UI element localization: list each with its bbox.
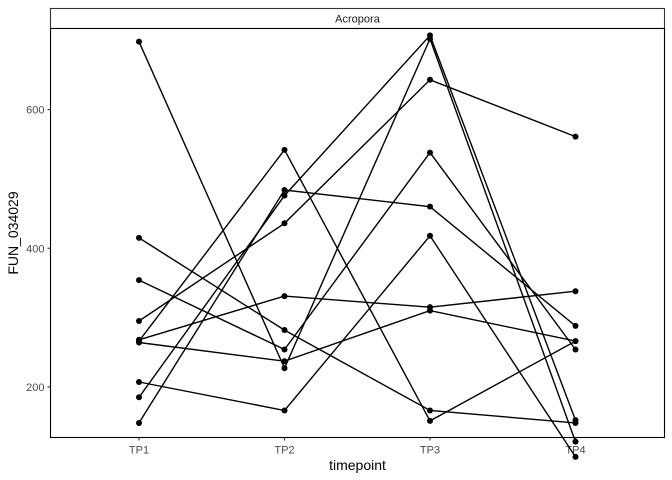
facet-label: Acropora [335, 14, 381, 26]
x-tick-label-3: TP4 [565, 445, 585, 457]
data-point-2-1 [281, 346, 288, 353]
data-point-0-3 [572, 438, 579, 445]
data-point-6-1 [281, 358, 288, 365]
data-point-5-2 [427, 417, 433, 424]
data-point-8-1 [281, 192, 288, 199]
data-point-7-3 [572, 453, 579, 460]
y-axis-ticks: 200 400 600 [26, 105, 51, 394]
series-line-4 [138, 290, 576, 341]
x-tick-label-1: TP2 [274, 445, 294, 457]
series-lines [138, 34, 577, 458]
series-line-3 [138, 78, 576, 322]
x-axis-ticks: TP1 TP2 TP3 TP4 [129, 437, 586, 457]
series-line-2 [138, 151, 577, 351]
series-line-8 [138, 34, 577, 421]
data-point-6-0 [136, 339, 142, 346]
data-point-0-1 [281, 365, 288, 372]
series-line-5 [138, 148, 576, 422]
y-axis-title: FUN_034029 [5, 191, 21, 274]
data-point-3-0 [136, 318, 142, 325]
data-point-9-0 [136, 419, 142, 426]
x-tick-label-0: TP1 [129, 445, 149, 457]
data-point-9-2 [427, 203, 433, 210]
data-point-2-0 [136, 277, 142, 284]
x-axis-title: timepoint [329, 457, 386, 473]
data-point-4-3 [572, 288, 579, 295]
series-line-1 [138, 237, 576, 424]
data-point-7-0 [136, 379, 142, 386]
data-point-2-2 [427, 149, 433, 156]
data-point-1-2 [427, 407, 433, 414]
y-tick-label-1: 400 [26, 243, 44, 255]
data-point-8-0 [136, 394, 142, 401]
data-point-6-3 [572, 338, 579, 345]
data-point-4-1 [281, 293, 288, 300]
plot-panel [49, 27, 666, 439]
data-point-3-1 [281, 220, 288, 227]
series-line-9 [138, 189, 576, 424]
y-tick-label-2: 600 [26, 105, 44, 117]
data-point-2-3 [572, 346, 579, 353]
y-tick-label-0: 200 [26, 382, 44, 394]
data-point-8-2 [427, 32, 433, 39]
data-point-7-2 [427, 232, 433, 239]
data-point-3-2 [427, 76, 433, 83]
series-line-7 [138, 234, 577, 458]
data-point-0-0 [136, 38, 142, 45]
data-point-9-1 [281, 187, 288, 194]
data-point-6-2 [427, 307, 433, 314]
series-line-6 [138, 309, 576, 362]
x-tick-label-2: TP3 [420, 445, 440, 457]
data-point-5-1 [281, 146, 288, 153]
series-line-0 [138, 37, 577, 442]
data-point-1-0 [136, 234, 142, 241]
data-points [136, 32, 579, 460]
data-point-9-3 [572, 322, 579, 329]
data-point-1-1 [281, 327, 288, 334]
data-point-3-3 [572, 133, 579, 140]
data-point-7-1 [281, 407, 288, 414]
data-point-8-3 [572, 417, 579, 424]
